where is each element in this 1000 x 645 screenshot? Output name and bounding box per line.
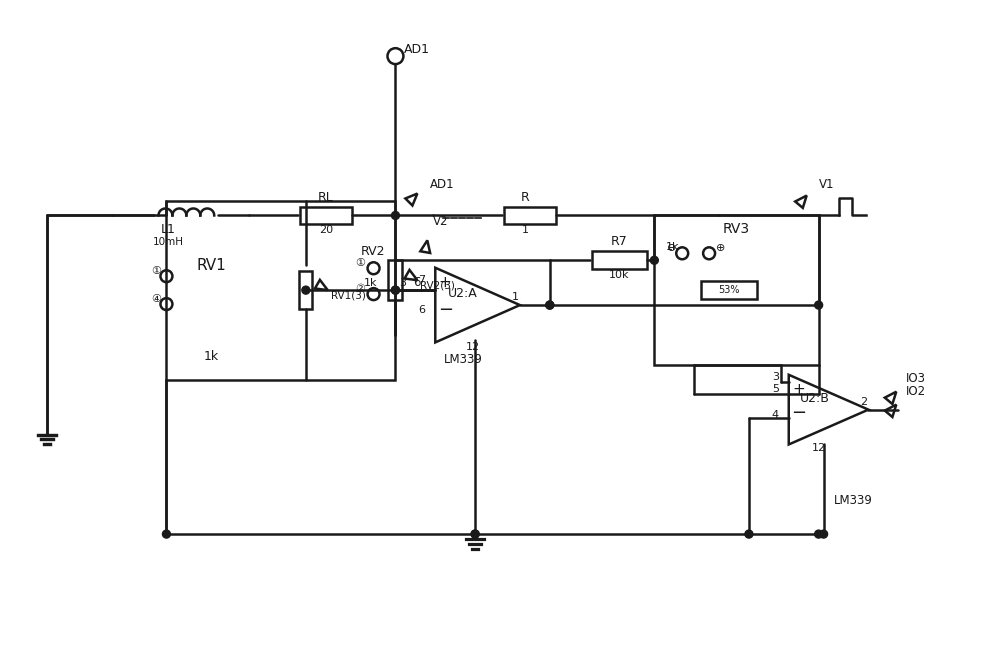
Circle shape bbox=[546, 301, 554, 309]
Text: IO2: IO2 bbox=[906, 384, 926, 398]
Bar bbox=[299, 271, 312, 309]
Text: 4: 4 bbox=[772, 410, 779, 420]
Bar bbox=[592, 252, 647, 269]
Bar bbox=[654, 215, 819, 365]
Text: RV2: RV2 bbox=[361, 245, 385, 258]
Text: LM339: LM339 bbox=[444, 353, 483, 366]
Text: −: − bbox=[791, 404, 806, 422]
Text: ②: ② bbox=[356, 284, 366, 294]
Text: IO3: IO3 bbox=[906, 372, 926, 385]
Circle shape bbox=[162, 530, 170, 538]
Text: AD1: AD1 bbox=[430, 177, 455, 190]
Text: 1k: 1k bbox=[364, 278, 378, 288]
Text: 5: 5 bbox=[772, 384, 779, 393]
Text: 10mH: 10mH bbox=[153, 237, 184, 247]
Circle shape bbox=[391, 286, 399, 294]
Text: 6: 6 bbox=[414, 276, 421, 289]
Text: 6: 6 bbox=[418, 305, 425, 315]
Text: 3: 3 bbox=[399, 278, 406, 288]
Text: L1: L1 bbox=[161, 223, 176, 236]
Text: 3: 3 bbox=[772, 372, 779, 382]
Text: ⊕: ⊕ bbox=[716, 243, 725, 253]
Bar bbox=[300, 206, 352, 224]
Bar bbox=[504, 206, 556, 224]
Circle shape bbox=[745, 530, 753, 538]
Text: 12: 12 bbox=[812, 444, 826, 453]
Circle shape bbox=[815, 530, 823, 538]
Text: ④: ④ bbox=[151, 294, 161, 304]
Text: 7: 7 bbox=[418, 275, 425, 285]
Text: U2:B: U2:B bbox=[800, 392, 830, 404]
Polygon shape bbox=[789, 375, 868, 444]
Text: 1: 1 bbox=[512, 292, 519, 302]
Text: 53%: 53% bbox=[718, 285, 740, 295]
Polygon shape bbox=[435, 268, 520, 342]
Text: R: R bbox=[521, 190, 529, 204]
Text: RL: RL bbox=[318, 190, 334, 204]
Text: RV3: RV3 bbox=[723, 223, 750, 236]
Text: R7: R7 bbox=[611, 235, 628, 248]
Circle shape bbox=[650, 256, 658, 264]
Text: AD1: AD1 bbox=[403, 43, 429, 56]
Text: +: + bbox=[439, 275, 452, 290]
Text: LM339: LM339 bbox=[834, 494, 873, 507]
Circle shape bbox=[471, 530, 479, 538]
Text: 10k: 10k bbox=[609, 270, 630, 280]
Circle shape bbox=[471, 530, 479, 538]
Text: RV1: RV1 bbox=[196, 258, 226, 273]
Text: ①: ① bbox=[151, 266, 161, 276]
Bar bbox=[166, 201, 395, 380]
Text: −: − bbox=[438, 301, 453, 319]
Text: 20: 20 bbox=[319, 225, 333, 235]
Text: U2:A: U2:A bbox=[448, 287, 478, 300]
Text: 2: 2 bbox=[860, 397, 868, 406]
Text: 1k: 1k bbox=[666, 243, 679, 252]
Text: ①: ① bbox=[356, 258, 366, 268]
Text: 1: 1 bbox=[521, 225, 528, 235]
Text: +: + bbox=[792, 382, 805, 397]
Text: 1k: 1k bbox=[204, 350, 219, 363]
Circle shape bbox=[391, 286, 399, 294]
Circle shape bbox=[546, 301, 554, 309]
Circle shape bbox=[302, 286, 310, 294]
Circle shape bbox=[815, 301, 823, 309]
Circle shape bbox=[820, 530, 828, 538]
Bar bbox=[388, 261, 402, 300]
Text: V2: V2 bbox=[433, 215, 449, 228]
Text: RV2(3): RV2(3) bbox=[420, 280, 455, 290]
Text: V1: V1 bbox=[819, 177, 834, 190]
Circle shape bbox=[391, 212, 399, 219]
Text: RV1(3): RV1(3) bbox=[331, 290, 366, 300]
Text: ⊖: ⊖ bbox=[667, 243, 676, 253]
Text: 12: 12 bbox=[466, 342, 480, 352]
Bar bbox=[701, 281, 757, 299]
